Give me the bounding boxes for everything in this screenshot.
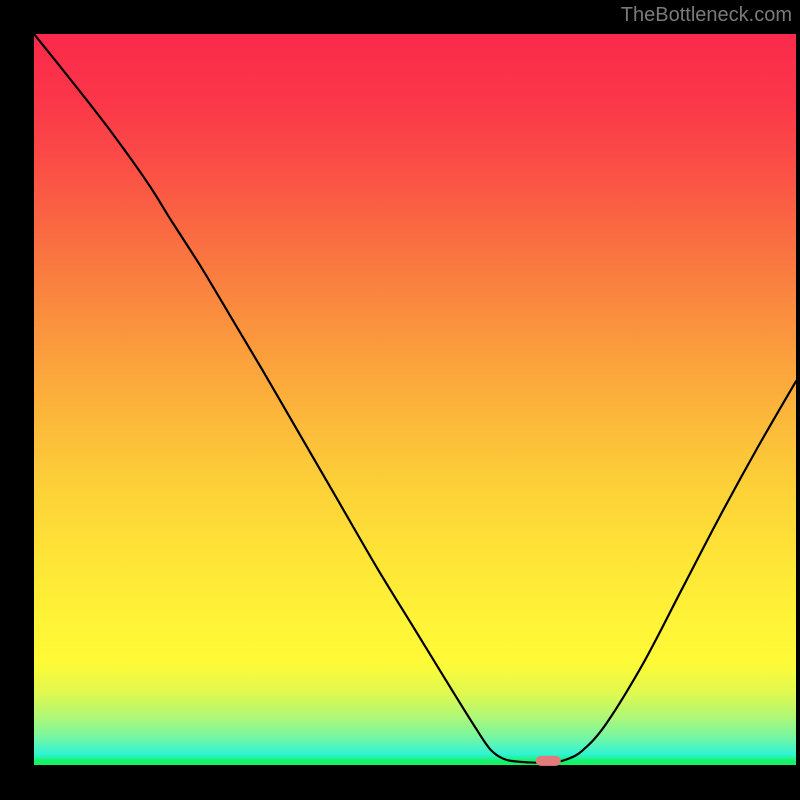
watermark-text: TheBottleneck.com bbox=[621, 4, 792, 27]
optimal-marker bbox=[536, 756, 560, 766]
bottleneck-curve-svg bbox=[34, 34, 796, 765]
bottleneck-curve-path bbox=[34, 34, 796, 763]
plot-area bbox=[34, 34, 796, 765]
